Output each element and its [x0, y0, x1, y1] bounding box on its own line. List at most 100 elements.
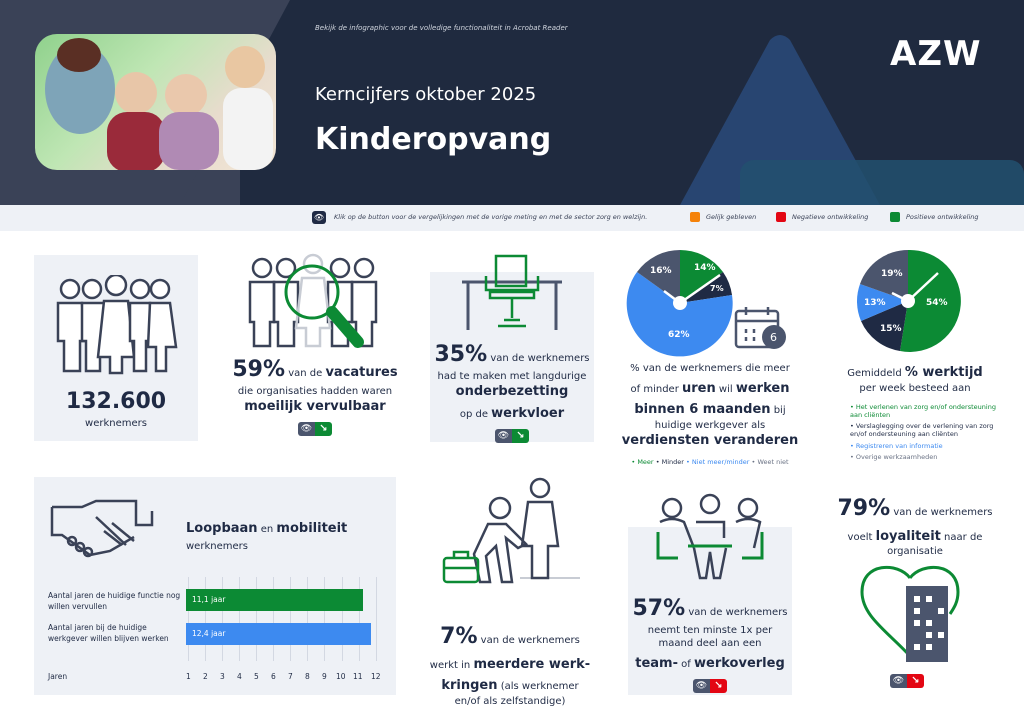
compare-button-vacancies[interactable]: 👁 ↘: [298, 422, 332, 437]
text: uren: [682, 380, 716, 396]
arrow-down-right-icon: ↘: [907, 673, 924, 688]
understaffing-pct: 35%: [434, 342, 488, 367]
text: loyaliteit: [875, 528, 941, 544]
text: % van de werknemers die meer: [630, 363, 790, 374]
pie-label: 7%: [710, 284, 724, 293]
text: voelt: [847, 531, 876, 543]
group-of-people-icon: [56, 275, 178, 375]
hours-pie-chart: 14% 7% 62% 16%: [626, 250, 733, 357]
text: werken: [735, 380, 790, 396]
text: team-: [635, 655, 678, 671]
eye-icon: 👁: [890, 673, 907, 688]
text: op de: [459, 408, 492, 420]
employees-count: 132.600: [65, 389, 167, 414]
arrow-down-right-icon: ↘: [710, 678, 727, 693]
pie-label: 16%: [650, 266, 672, 276]
x-tick: 4: [237, 672, 242, 681]
header-photo-children-crafting: [35, 34, 276, 170]
legend-label: Het verlenen van zorg en/of ondersteunin…: [850, 403, 996, 420]
pie-label: 19%: [881, 269, 903, 279]
text: neemt ten minste 1x per: [647, 624, 773, 636]
bar-category-label: Aantal jaren de huidige functie nog will…: [48, 591, 181, 611]
x-tick: 2: [203, 672, 208, 681]
text: van de werknemers: [477, 635, 580, 646]
multiple-jobs-pct: 7%: [440, 624, 478, 649]
legend-label: Overige werkzaamheden: [855, 452, 938, 461]
x-tick: 12: [371, 672, 381, 681]
eye-icon: 👁: [693, 678, 710, 693]
pie-label: 15%: [880, 324, 902, 334]
calendar-icon: 6: [734, 307, 786, 349]
pie-label: 62%: [668, 330, 690, 340]
header-banner: Bekijk de infographic voor de volledige …: [0, 0, 1024, 205]
team-meeting-icon: [656, 493, 764, 580]
text: van de: [285, 368, 326, 379]
pie-label: 13%: [864, 298, 886, 308]
legend-label: Registreren van informatie: [855, 441, 943, 450]
bar-current-employer: 12,4 jaar: [186, 623, 371, 645]
vacancies-card: 59% van de vacatures die organisaties ha…: [215, 245, 415, 445]
orange-square-icon: [690, 212, 700, 222]
acrobat-hint: Bekijk de infographic voor de volledige …: [315, 24, 568, 32]
arrow-down-right-icon: ↘: [512, 428, 529, 443]
employees-card: 132.600 werknemers: [34, 255, 198, 441]
worktime-pie-chart: 54% 15% 13% 19%: [857, 249, 961, 352]
text: Gemiddeld: [847, 368, 905, 379]
bar-category-label: Aantal jaren bij de huidige werkgever wi…: [48, 623, 169, 643]
career-card: Loopbaan en mobiliteit werknemers Aantal…: [34, 477, 396, 695]
handshake-icon: [50, 499, 154, 558]
arrow-down-right-icon: ↘: [315, 422, 332, 437]
calendar-number: 6: [770, 331, 777, 344]
text: en: [257, 524, 277, 535]
text: meerdere werk-: [473, 656, 591, 672]
text: vacatures: [325, 365, 398, 380]
text: van de werknemers: [890, 507, 993, 518]
desk-chair-icon: [462, 254, 562, 330]
text: had te maken met langdurige: [437, 370, 587, 382]
page-subtitle: Kerncijfers oktober 2025: [315, 84, 537, 105]
bar-current-function: 11,1 jaar: [186, 589, 363, 611]
person-briefcase-walking-icon: [442, 477, 580, 584]
text: of minder: [630, 383, 682, 395]
heart-building-icon: [860, 565, 960, 662]
legend-label: Minder: [661, 457, 684, 466]
legend-item-same: Gelijk gebleven: [690, 212, 756, 222]
pie-label: 54%: [926, 298, 948, 308]
text: binnen 6 maanden: [634, 402, 771, 418]
team-meeting-pct: 57%: [632, 596, 686, 621]
text: bij: [770, 405, 786, 417]
text: moeilijk vervulbaar: [244, 399, 386, 415]
pie-label: 14%: [694, 263, 716, 273]
compare-button-understaffing[interactable]: 👁 ↘: [495, 428, 529, 443]
text: maand deel aan een: [658, 638, 762, 650]
text: per week besteed aan: [859, 382, 971, 394]
x-tick: 3: [220, 672, 225, 681]
vacancies-pct: 59%: [232, 357, 286, 382]
legend-item-negative: Negatieve ontwikkeling: [776, 212, 868, 222]
x-tick: 11: [353, 672, 363, 681]
x-tick: 7: [288, 672, 293, 681]
legend-bar: 👁 Klik op de button voor de vergelijking…: [0, 205, 1024, 231]
legend-label: Weet niet: [757, 457, 789, 466]
text: die organisaties hadden waren: [237, 385, 393, 397]
x-axis-label: Jaren: [48, 672, 68, 681]
legend-item-positive: Positieve ontwikkeling: [890, 212, 979, 222]
text: organisatie: [887, 546, 943, 558]
legend-label: Meer: [637, 457, 654, 466]
red-square-icon: [776, 212, 786, 222]
text: naar de: [940, 531, 983, 543]
compare-button-loyalty[interactable]: 👁 ↘: [890, 673, 924, 688]
eye-icon: 👁: [312, 211, 326, 224]
header-triangle-decoration: [680, 35, 1024, 205]
text: onderbezetting: [455, 384, 569, 400]
hours-pie-legend: • Meer • Minder • Niet meer/minder • Wee…: [631, 457, 789, 466]
worktime-pie-legend: • Het verlenen van zorg en/of ondersteun…: [850, 403, 996, 461]
text: werknemers: [186, 541, 248, 552]
text: verdiensten veranderen: [621, 433, 799, 449]
page-title: Kinderopvang: [315, 122, 552, 157]
compare-button-team-meeting[interactable]: 👁 ↘: [693, 678, 727, 693]
legend-label: Positieve ontwikkeling: [906, 213, 979, 221]
text: Loopbaan: [186, 521, 258, 536]
text: werkoverleg: [694, 655, 785, 671]
green-square-icon: [890, 212, 900, 222]
